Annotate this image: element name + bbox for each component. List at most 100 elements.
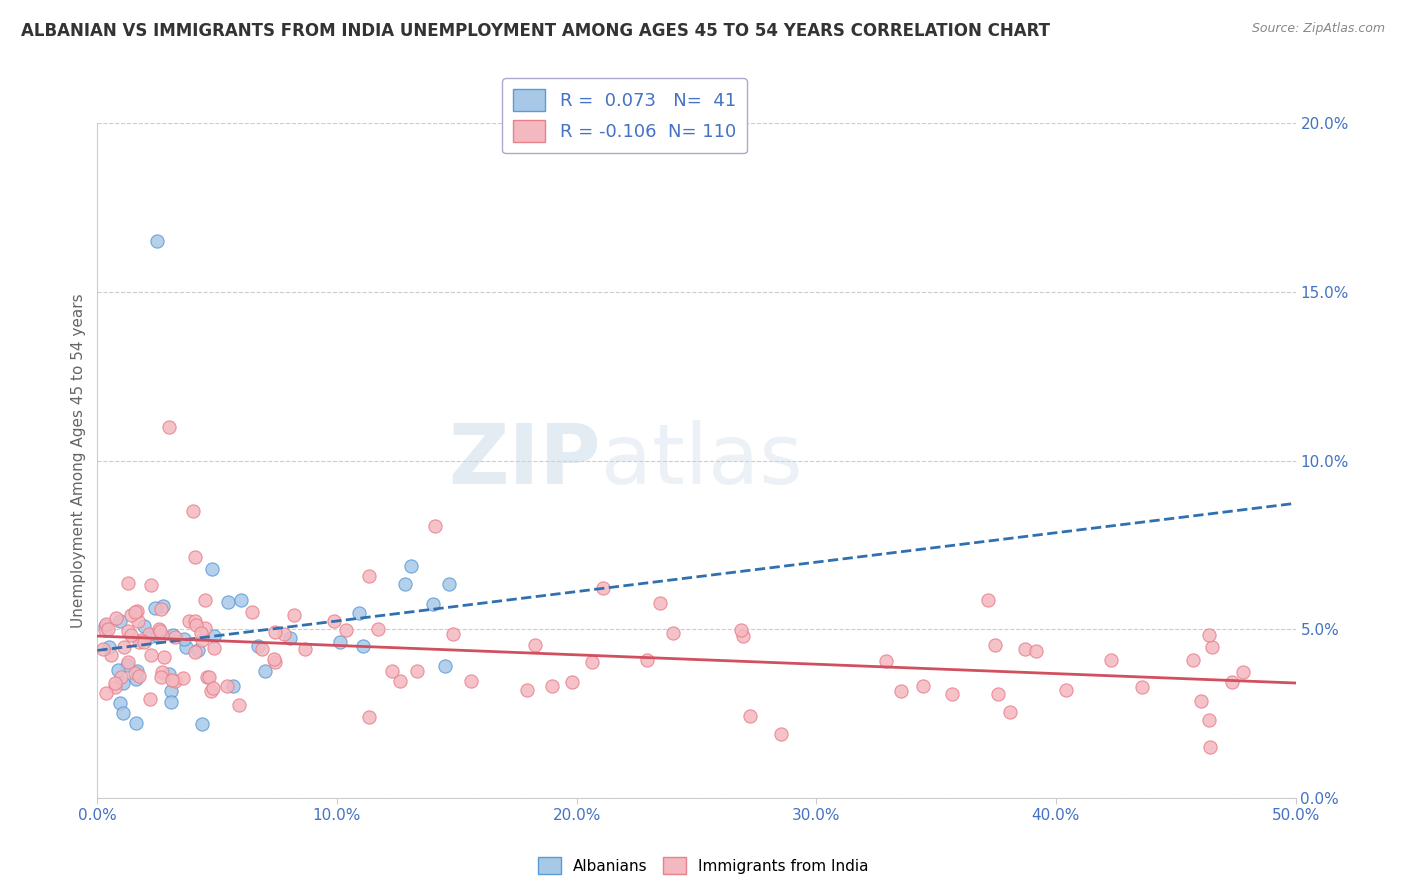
Point	[112, 675, 135, 690]
Point	[191, 632, 214, 647]
Point	[186, 618, 208, 632]
Point	[240, 605, 263, 619]
Point	[97, 640, 120, 654]
Point	[150, 665, 173, 680]
Point	[162, 628, 184, 642]
Point	[247, 639, 270, 653]
Point	[100, 648, 122, 662]
Point	[91, 641, 114, 656]
Point	[278, 631, 301, 645]
Point	[323, 614, 346, 628]
Point	[250, 641, 273, 656]
Point	[357, 569, 380, 583]
Point	[581, 655, 603, 669]
Point	[184, 550, 207, 565]
Point	[124, 716, 146, 731]
Point	[662, 626, 685, 640]
Point	[1054, 682, 1077, 697]
Point	[648, 595, 671, 609]
Point	[294, 642, 316, 657]
Point	[890, 684, 912, 698]
Point	[146, 628, 169, 642]
Point	[263, 625, 285, 640]
Point	[941, 688, 963, 702]
Point	[165, 674, 187, 689]
Point	[177, 614, 200, 628]
Point	[162, 673, 184, 687]
Point	[541, 679, 564, 693]
Point	[132, 635, 155, 649]
Point	[150, 628, 173, 642]
Point	[108, 614, 131, 628]
Point	[730, 623, 752, 637]
Point	[273, 627, 295, 641]
Point	[120, 607, 142, 622]
Point	[93, 618, 115, 632]
Text: Source: ZipAtlas.com: Source: ZipAtlas.com	[1251, 22, 1385, 36]
Point	[117, 624, 139, 638]
Point	[911, 679, 934, 693]
Point	[215, 679, 238, 693]
Point	[138, 627, 160, 641]
Point	[194, 593, 217, 607]
Point	[357, 710, 380, 724]
Point	[201, 681, 224, 695]
Point	[149, 670, 172, 684]
Point	[157, 667, 180, 681]
Point	[157, 420, 180, 434]
Legend: Albanians, Immigrants from India: Albanians, Immigrants from India	[531, 851, 875, 880]
Point	[1198, 628, 1220, 642]
Point	[516, 682, 538, 697]
Point	[149, 624, 172, 638]
Point	[146, 235, 169, 249]
Point	[190, 626, 212, 640]
Point	[283, 608, 305, 623]
Legend: R =  0.073   N=  41, R = -0.106  N= 110: R = 0.073 N= 41, R = -0.106 N= 110	[502, 78, 747, 153]
Point	[120, 628, 142, 642]
Point	[1201, 640, 1223, 654]
Point	[347, 607, 370, 621]
Point	[441, 627, 464, 641]
Point	[202, 640, 225, 655]
Point	[394, 577, 416, 591]
Point	[153, 650, 176, 665]
Point	[125, 673, 148, 687]
Point	[117, 655, 139, 669]
Point	[141, 648, 163, 663]
Point	[127, 664, 149, 678]
Point	[163, 630, 186, 644]
Point	[112, 706, 135, 721]
Point	[1232, 665, 1254, 680]
Point	[977, 592, 1000, 607]
Point	[104, 611, 127, 625]
Point	[875, 654, 897, 668]
Point	[184, 645, 207, 659]
Point	[104, 676, 127, 690]
Point	[194, 621, 217, 635]
Point	[195, 670, 218, 684]
Point	[1181, 653, 1204, 667]
Point	[191, 717, 214, 731]
Point	[217, 595, 239, 609]
Point	[94, 624, 117, 638]
Text: ALBANIAN VS IMMIGRANTS FROM INDIA UNEMPLOYMENT AMONG AGES 45 TO 54 YEARS CORRELA: ALBANIAN VS IMMIGRANTS FROM INDIA UNEMPL…	[21, 22, 1050, 40]
Point	[406, 664, 429, 678]
Point	[523, 638, 546, 652]
Point	[103, 680, 125, 694]
Point	[107, 663, 129, 677]
Point	[433, 658, 456, 673]
Point	[183, 614, 205, 628]
Point	[1222, 675, 1244, 690]
Point	[141, 629, 163, 643]
Point	[1189, 694, 1212, 708]
Point	[423, 518, 446, 533]
Y-axis label: Unemployment Among Ages 45 to 54 years: Unemployment Among Ages 45 to 54 years	[72, 293, 86, 628]
Point	[176, 640, 198, 654]
Point	[172, 672, 194, 686]
Point	[987, 687, 1010, 701]
Point	[253, 665, 276, 679]
Point	[173, 632, 195, 646]
Point	[117, 576, 139, 591]
Point	[200, 561, 222, 575]
Point	[1130, 680, 1153, 694]
